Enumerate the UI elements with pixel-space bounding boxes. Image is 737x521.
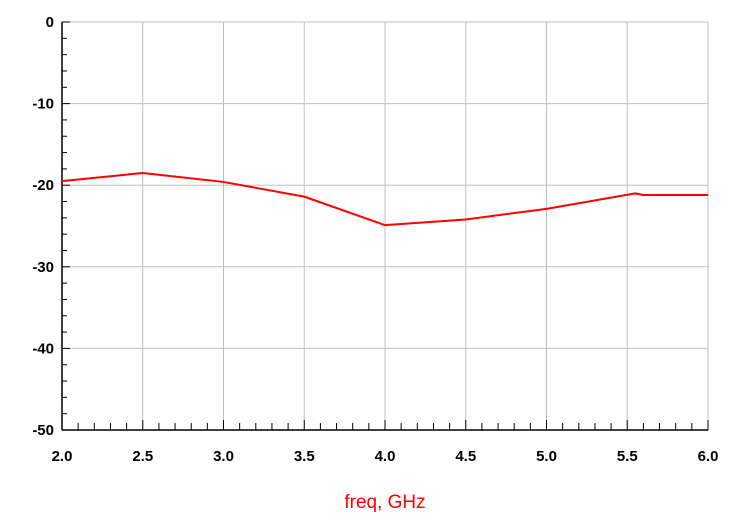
x-tick-label: 5.0 [536, 448, 557, 465]
x-axis-title: freq, GHz [344, 492, 425, 513]
y-tick-label: -20 [32, 177, 54, 194]
x-tick-label: 2.0 [52, 448, 73, 465]
x-tick-label: 5.5 [617, 448, 638, 465]
y-tick-label: 0 [46, 14, 54, 31]
axes [61, 21, 709, 431]
series-layer [61, 171, 708, 227]
series-line [61, 171, 708, 227]
x-tick-label: 2.5 [132, 448, 153, 465]
x-tick-label: 6.0 [698, 448, 719, 465]
x-tick-label: 4.0 [375, 448, 396, 465]
x-tick-label: 4.5 [455, 448, 476, 465]
y-tick-label: -30 [32, 259, 54, 276]
y-tick-label: -10 [32, 96, 54, 113]
y-tick-label: -40 [32, 340, 54, 357]
x-tick-label: 3.0 [213, 448, 234, 465]
tick-labels: 2.0 2.5 3.0 3.5 4.0 4.5 5.0 5.5 6.0 0 -10 -20 -30 -40… [32, 14, 718, 465]
y-tick-label: -50 [32, 422, 54, 439]
x-tick-label: 3.5 [294, 448, 315, 465]
